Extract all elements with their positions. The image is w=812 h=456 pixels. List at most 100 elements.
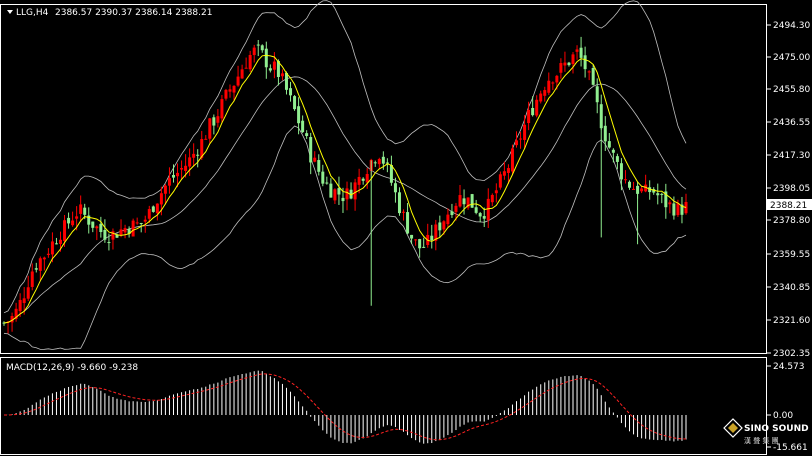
price-tick-label: 2340.85 — [773, 283, 810, 293]
candle-body — [482, 216, 486, 219]
candle-body — [680, 204, 684, 215]
candle-body — [115, 234, 119, 238]
price-tick-label: 2436.55 — [773, 118, 810, 128]
candle-body — [599, 104, 603, 129]
candle-body — [46, 253, 50, 255]
current-price-marker — [767, 199, 812, 210]
candle-body — [159, 193, 163, 205]
candle-body — [297, 106, 301, 124]
candle-body — [301, 120, 305, 133]
candle-body — [151, 206, 155, 212]
macd-tick-label: 24.573 — [773, 362, 805, 372]
price-tick-label: 2494.30 — [773, 21, 810, 31]
candle-body — [232, 85, 236, 93]
price-pane-border — [0, 4, 767, 354]
candle-body — [506, 168, 510, 173]
candle-body — [349, 189, 353, 199]
candle-body — [309, 137, 313, 163]
candle-body — [615, 156, 619, 162]
candle-body — [595, 86, 599, 103]
macd-histogram — [7, 370, 687, 444]
candle-body — [531, 107, 535, 116]
candle-body — [591, 67, 595, 85]
candle-body — [547, 80, 551, 93]
bollinger-bands — [3, 0, 687, 350]
candle-body — [519, 138, 523, 140]
price-tick-label: 2475.00 — [773, 53, 810, 63]
candle-body — [603, 125, 607, 142]
candle-body — [446, 214, 450, 225]
candle-body — [224, 89, 228, 99]
price-axis: 2494.30 2475.00 2455.80 2436.55 2417.30 2398.… — [767, 21, 810, 359]
candle-body — [623, 179, 627, 181]
candle-body — [321, 171, 325, 184]
candle-body — [490, 194, 494, 203]
candle-body — [515, 140, 519, 146]
candle-body — [406, 212, 410, 234]
candle-body — [466, 197, 470, 208]
candle-body — [551, 82, 555, 84]
candle-body — [365, 174, 369, 183]
candle-body — [123, 228, 127, 233]
candle-body — [248, 54, 252, 70]
candle-body — [414, 239, 418, 241]
candle-body — [422, 246, 426, 248]
candle-body — [539, 93, 543, 102]
candle-body — [176, 172, 180, 177]
upper-band — [3, 0, 687, 314]
price-tick-label: 2455.80 — [773, 85, 810, 95]
candle-body — [393, 183, 397, 193]
price-tick-label: 2359.55 — [773, 250, 810, 260]
candle-body — [458, 195, 462, 207]
candle-body — [228, 89, 232, 92]
candle-body — [184, 165, 188, 171]
candle-body — [587, 71, 591, 73]
candle-body — [268, 68, 272, 71]
candle-body — [63, 220, 67, 241]
candle-body — [660, 193, 664, 195]
candle-body — [87, 215, 91, 225]
candle-body — [289, 88, 293, 96]
candle-body — [632, 188, 636, 190]
candle-body — [196, 154, 200, 156]
candle-body — [139, 223, 143, 225]
candle-body — [131, 220, 135, 237]
candle-body — [171, 174, 175, 178]
candle-body — [442, 221, 446, 230]
candle-body — [54, 243, 58, 245]
logo-sub: 漢 聲 集 團 — [744, 436, 779, 445]
candle-body — [410, 234, 414, 239]
candle-body — [672, 203, 676, 216]
sino-sound-logo: SINO SOUND 漢 聲 集 團 — [723, 418, 809, 445]
candle-body — [341, 197, 345, 202]
candle-body — [240, 69, 244, 79]
candle-body — [163, 185, 167, 194]
candle-body — [385, 162, 389, 164]
candle-body — [143, 219, 147, 222]
macd-tick-label: -15.661 — [773, 443, 808, 453]
candle-body — [317, 160, 321, 172]
candle-body — [450, 211, 454, 215]
price-tick-label: 2417.30 — [773, 151, 810, 161]
candle-body — [2, 322, 6, 324]
price-tick-label: 2321.60 — [773, 316, 810, 326]
candle-body — [583, 55, 587, 70]
candle-body — [397, 192, 401, 214]
candle-body — [260, 45, 264, 51]
candle-body — [256, 44, 260, 46]
candle-body — [611, 149, 615, 153]
candle-body — [381, 156, 385, 164]
candle-body — [402, 211, 406, 213]
candle-body — [208, 118, 212, 139]
candle-body — [668, 202, 672, 205]
candle-body — [188, 157, 192, 167]
dropdown-triangle-icon[interactable] — [7, 10, 13, 14]
candle-body — [18, 299, 22, 312]
candle-body — [284, 72, 288, 90]
candle-body — [135, 222, 139, 224]
candle-body — [50, 241, 54, 255]
candle-body — [22, 298, 26, 304]
candle-body — [510, 148, 514, 172]
candle-body — [83, 207, 87, 215]
